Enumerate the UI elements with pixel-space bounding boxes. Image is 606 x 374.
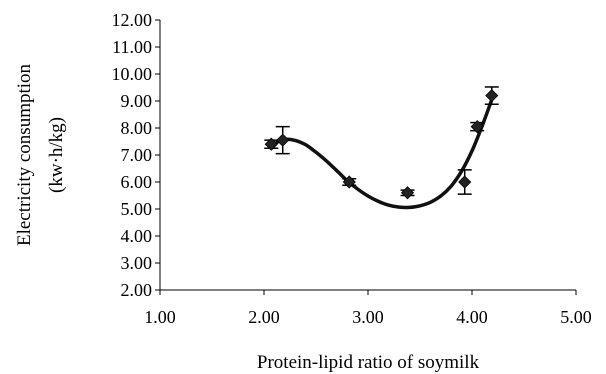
data-point	[264, 137, 278, 151]
y-tick-label: 2.00	[121, 280, 153, 300]
data-point	[276, 133, 290, 147]
y-axis-title-line1: Electricity consumption	[14, 63, 35, 246]
tick-labels: 2.00 3.00 4.00 5.00 6.00 7.00 8.00 9.00 10.00 11.…	[112, 10, 592, 327]
y-tick-label: 5.00	[121, 199, 153, 219]
x-tick-label: 4.00	[456, 307, 488, 327]
y-tick-label: 11.00	[112, 37, 152, 57]
y-tick-label: 7.00	[121, 145, 153, 165]
axes	[155, 19, 577, 295]
data-points-layer	[264, 86, 499, 200]
y-axis-title-line2: (kw·h/kg)	[46, 117, 67, 193]
y-tick-label: 9.00	[121, 91, 153, 111]
data-point	[470, 120, 484, 134]
y-tick-label: 10.00	[112, 64, 153, 84]
y-tick-label: 6.00	[121, 172, 153, 192]
x-tick-label: 1.00	[144, 307, 176, 327]
y-tick-label: 3.00	[121, 253, 153, 273]
x-tick-label: 2.00	[248, 307, 280, 327]
data-point	[485, 89, 499, 103]
data-point	[400, 186, 415, 200]
data-point	[458, 175, 472, 189]
y-tick-label: 4.00	[121, 226, 153, 246]
data-point	[342, 175, 356, 189]
y-tick-label: 8.00	[121, 118, 153, 138]
x-tick-label: 5.00	[560, 307, 592, 327]
x-axis-title: Protein-lipid ratio of soymilk	[257, 352, 480, 373]
y-tick-label: 12.00	[112, 10, 153, 30]
fit-curve	[269, 97, 494, 210]
x-tick-label: 3.00	[352, 307, 384, 327]
fit-curve-layer	[269, 97, 494, 210]
